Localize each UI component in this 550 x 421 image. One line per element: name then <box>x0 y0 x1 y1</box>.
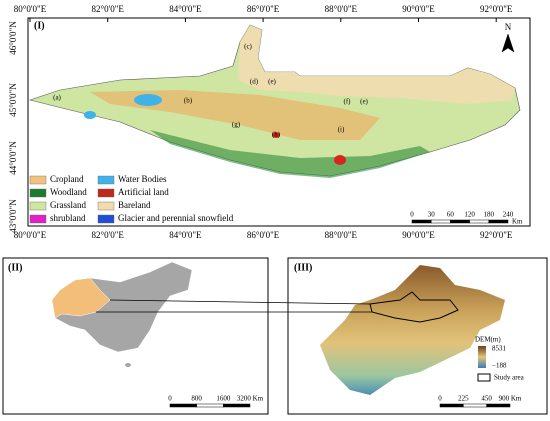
legend-swatch <box>97 188 115 198</box>
scale-label: 240 <box>503 211 514 219</box>
legend-label: Grassland <box>50 200 86 210</box>
lon-label: 90°0'0"E <box>402 4 435 14</box>
study-label: Study area <box>494 374 525 382</box>
scale-label: 900 Km <box>499 395 522 403</box>
region-label: (i) <box>338 126 345 134</box>
scale-label: 800 <box>191 395 202 403</box>
legend-label: Woodland <box>50 187 87 197</box>
scale-segment <box>430 219 451 224</box>
scale-bar: 0 225 450 900 Km <box>438 395 522 408</box>
region-label: (a) <box>53 94 61 102</box>
arrow <box>501 33 515 53</box>
dem-title: DEM(m) <box>475 336 501 344</box>
legend-label: Glacier and perennial snowfield <box>118 213 234 223</box>
panel-label: (I) <box>34 20 45 31</box>
scale-label: 3200 Km <box>237 395 264 403</box>
scale-segment <box>169 403 197 408</box>
study-outline <box>369 291 459 323</box>
lon-label: 82°0'0"E <box>91 230 124 240</box>
scale-segment <box>196 403 224 408</box>
scale-label: 30 <box>428 211 436 219</box>
region-label: (d) <box>250 78 259 86</box>
lon-label: 80°0'0"E <box>14 230 47 240</box>
bareland-zone <box>238 25 515 104</box>
lat-label: 43°0'0"N <box>8 199 18 233</box>
scale-segment <box>450 219 470 224</box>
scale-segment <box>463 403 487 408</box>
legend-label: Cropland <box>50 174 84 184</box>
legend-label: Water Bodies <box>118 174 167 184</box>
city <box>272 132 280 138</box>
scale-label: 225 <box>458 395 469 403</box>
woodland-zone <box>150 130 430 178</box>
lat-label: 46°0'0"N <box>8 21 18 55</box>
legend: Cropland Woodland Grassland shrubland Water … <box>29 174 234 224</box>
scale-unit: Km <box>512 218 523 226</box>
region-label: (e) <box>268 78 276 86</box>
region-label: (e) <box>360 98 368 106</box>
legend-swatch <box>97 214 115 224</box>
lat-label: 45°0'0"N <box>8 83 18 117</box>
legend-swatch <box>29 188 47 198</box>
scale-label: 450 <box>481 395 492 403</box>
scale-segment <box>486 403 511 408</box>
legend-label: Artificial land <box>118 187 169 197</box>
scale-label: 60 <box>447 211 455 219</box>
legend-swatch <box>29 201 47 211</box>
lat-label: 44°0'0"N <box>8 141 18 175</box>
region-label: (b) <box>184 97 193 105</box>
lon-label: 88°0'0"E <box>325 4 358 14</box>
scale-label: 0 <box>168 395 172 403</box>
lake <box>134 94 162 106</box>
lon-label: 80°0'0"E <box>14 4 47 14</box>
lon-label: 84°0'0"E <box>169 230 202 240</box>
lon-label: 90°0'0"E <box>402 230 435 240</box>
panel-label: (III) <box>294 262 312 273</box>
north-label: N <box>505 22 512 32</box>
city <box>334 155 346 165</box>
north-arrow: N <box>501 22 515 53</box>
dem-ramp <box>478 346 486 368</box>
scale-segment <box>469 219 490 224</box>
region-label: (h) <box>272 131 281 139</box>
scale-label: 0 <box>438 395 442 403</box>
region-label: (c) <box>244 43 252 51</box>
scale-label: 0 <box>410 211 414 219</box>
lon-label: 84°0'0"E <box>169 4 202 14</box>
scale-segment <box>411 219 432 224</box>
scale-label: 180 <box>484 211 495 219</box>
scale-segment <box>223 403 251 408</box>
dem-low: −188 <box>492 362 507 370</box>
scale-segment <box>439 403 464 408</box>
lon-label: 86°0'0"E <box>247 230 280 240</box>
region-label: (g) <box>232 121 241 129</box>
dem-high: 8531 <box>492 345 507 353</box>
island <box>125 363 131 367</box>
scale-label: 120 <box>464 211 475 219</box>
scale-segment <box>488 219 509 224</box>
legend-label: Bareland <box>118 200 151 210</box>
lake <box>84 111 96 119</box>
dem-region <box>320 265 505 395</box>
study-swatch <box>477 373 491 382</box>
connector <box>109 299 371 305</box>
lon-label: 82°0'0"E <box>91 4 124 14</box>
lon-label: 92°0'0"E <box>480 4 513 14</box>
lon-label: 86°0'0"E <box>247 4 280 14</box>
legend-swatch <box>97 201 115 211</box>
scale-label: 1600 <box>216 395 231 403</box>
scale-bar: 0 800 1600 3200 Km <box>168 395 264 408</box>
cropland-zone <box>90 90 380 140</box>
panel-label: (II) <box>8 262 22 273</box>
legend-swatch <box>29 214 47 224</box>
lon-label: 88°0'0"E <box>325 230 358 240</box>
legend-swatch <box>29 175 47 185</box>
legend-swatch <box>97 175 115 185</box>
lon-label: 92°0'0"E <box>480 230 513 240</box>
legend-label: shrubland <box>50 213 86 223</box>
region-label: (f) <box>344 98 352 106</box>
